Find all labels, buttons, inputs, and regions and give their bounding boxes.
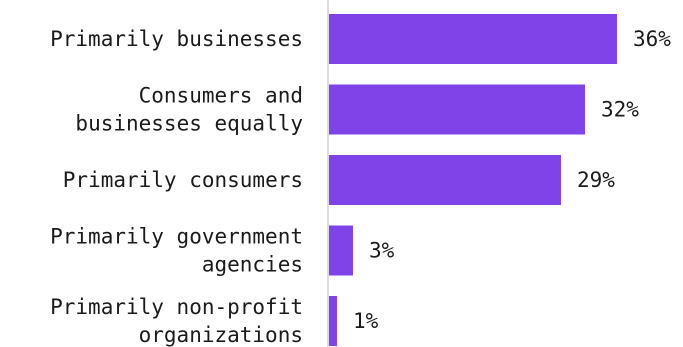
value-label-4: 1% [353, 309, 379, 333]
bar-2 [329, 155, 561, 205]
category-labels-group: Primarily businesses Consumers and busines… [50, 27, 303, 347]
bar-4 [329, 296, 337, 346]
value-label-3: 3% [369, 239, 395, 263]
category-label-2-line-0: Primarily consumers [63, 168, 303, 192]
value-label-2: 29% [577, 168, 615, 192]
category-label-1-line-1: businesses equally [75, 112, 303, 136]
category-label-1-line-0: Consumers and [139, 84, 303, 108]
bars-group [329, 14, 617, 346]
value-label-0: 36% [633, 27, 671, 51]
category-label-3-line-0: Primarily government [50, 225, 303, 249]
bar-3 [329, 225, 353, 276]
category-label-3-line-1: agencies [202, 253, 303, 277]
category-label-4-line-0: Primarily non-profit [50, 295, 303, 319]
value-label-1: 32% [601, 98, 639, 122]
bar-0 [329, 14, 617, 64]
category-label-4-line-1: organizations [139, 323, 303, 347]
category-label-0-line-0: Primarily businesses [50, 27, 303, 51]
bar-1 [329, 84, 585, 135]
value-labels-group: 36% 32% 29% 3% 1% [353, 27, 671, 333]
